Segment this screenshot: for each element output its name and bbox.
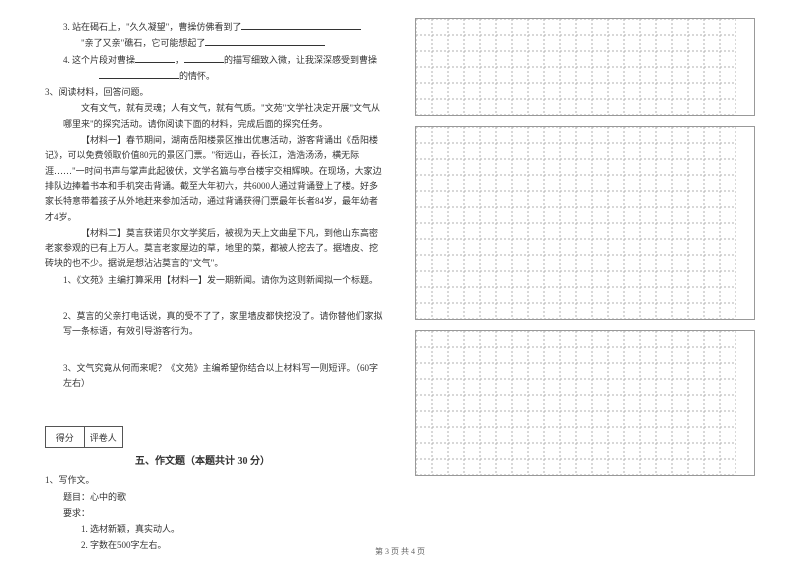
blank-q4d bbox=[99, 69, 179, 79]
page-footer: 第 3 页 共 4 页 bbox=[0, 546, 800, 557]
q3-line-a: 3. 站在碣石上，"久久凝望"，曹操仿佛看到了 bbox=[45, 20, 385, 35]
blank-q4a bbox=[135, 53, 175, 63]
page-container: 3. 站在碣石上，"久久凝望"，曹操仿佛看到了 "亲了又亲"礁石，它可能想起了 … bbox=[0, 0, 800, 565]
material2: 【材料二】莫言获诺贝尔文学奖后，被视为天上文曲星下凡，到他山东高密老家参观的已有… bbox=[45, 226, 385, 272]
score-table: 得分 评卷人 bbox=[45, 426, 123, 448]
grid-svg-1 bbox=[416, 19, 736, 115]
grid-svg-2 bbox=[416, 127, 736, 319]
q4d: 的情怀。 bbox=[179, 71, 215, 81]
sub-q1: 1、《文苑》主编打算采用【材料一】发一期新闻。请你为这则新闻拟一个标题。 bbox=[45, 273, 385, 288]
grid-svg-3 bbox=[416, 331, 736, 475]
blank-q3a bbox=[241, 20, 361, 30]
material1: 【材料一】春节期间，湖南岳阳楼景区推出优惠活动，游客背诵出《岳阳楼记》，可以免费… bbox=[45, 133, 385, 225]
sub-q2: 2、莫言的父亲打电话说，真的受不了了，家里墙皮都快挖没了。请你替他们家拟写一条标… bbox=[45, 309, 385, 340]
q4c: 的描写细致入微，让我深深感受到曹操 bbox=[224, 55, 377, 65]
q3-line-b: "亲了又亲"礁石，它可能想起了 bbox=[45, 36, 385, 51]
writing-grid-2 bbox=[415, 126, 755, 320]
q3b-text: "亲了又亲"礁石，它可能想起了 bbox=[81, 38, 205, 48]
q4-line: 4. 这个片段对曹操 ， 的描写细致入微，让我深深感受到曹操 bbox=[45, 53, 385, 68]
essay-intro: 1、写作文。 bbox=[45, 473, 385, 488]
sub-q3: 3、文气究竟从何而来呢？《文苑》主编希望你结合以上材料写一则短评。（60字左右） bbox=[45, 361, 385, 392]
blank-q3b bbox=[205, 36, 325, 46]
q3a-text: 3. 站在碣石上，"久久凝望"，曹操仿佛看到了 bbox=[63, 22, 241, 32]
essay-req: 要求： bbox=[45, 506, 385, 521]
score-cell-left: 得分 bbox=[46, 427, 85, 447]
writing-grid-1 bbox=[415, 18, 755, 116]
q4b: ， bbox=[175, 55, 184, 65]
right-column bbox=[400, 0, 800, 565]
blank-q4b bbox=[184, 53, 224, 63]
essay-topic: 题目：心中的歌 bbox=[45, 490, 385, 505]
q4-line2: 的情怀。 bbox=[45, 69, 385, 84]
essay-r1: 1. 选材新颖，真实动人。 bbox=[45, 522, 385, 537]
section5-title: 五、作文题（本题共计 30 分） bbox=[135, 452, 385, 467]
score-cell-right: 评卷人 bbox=[85, 427, 123, 447]
left-column: 3. 站在碣石上，"久久凝望"，曹操仿佛看到了 "亲了又亲"礁石，它可能想起了 … bbox=[0, 0, 400, 565]
q4a: 4. 这个片段对曹操 bbox=[63, 55, 135, 65]
writing-grid-3 bbox=[415, 330, 755, 476]
reading-intro: 3、阅读材料，回答问题。 bbox=[45, 85, 385, 100]
para1: 文有文气，就有灵魂；人有文气，就有气质。"文苑"文学社决定开展"文气从哪里来"的… bbox=[45, 101, 385, 132]
